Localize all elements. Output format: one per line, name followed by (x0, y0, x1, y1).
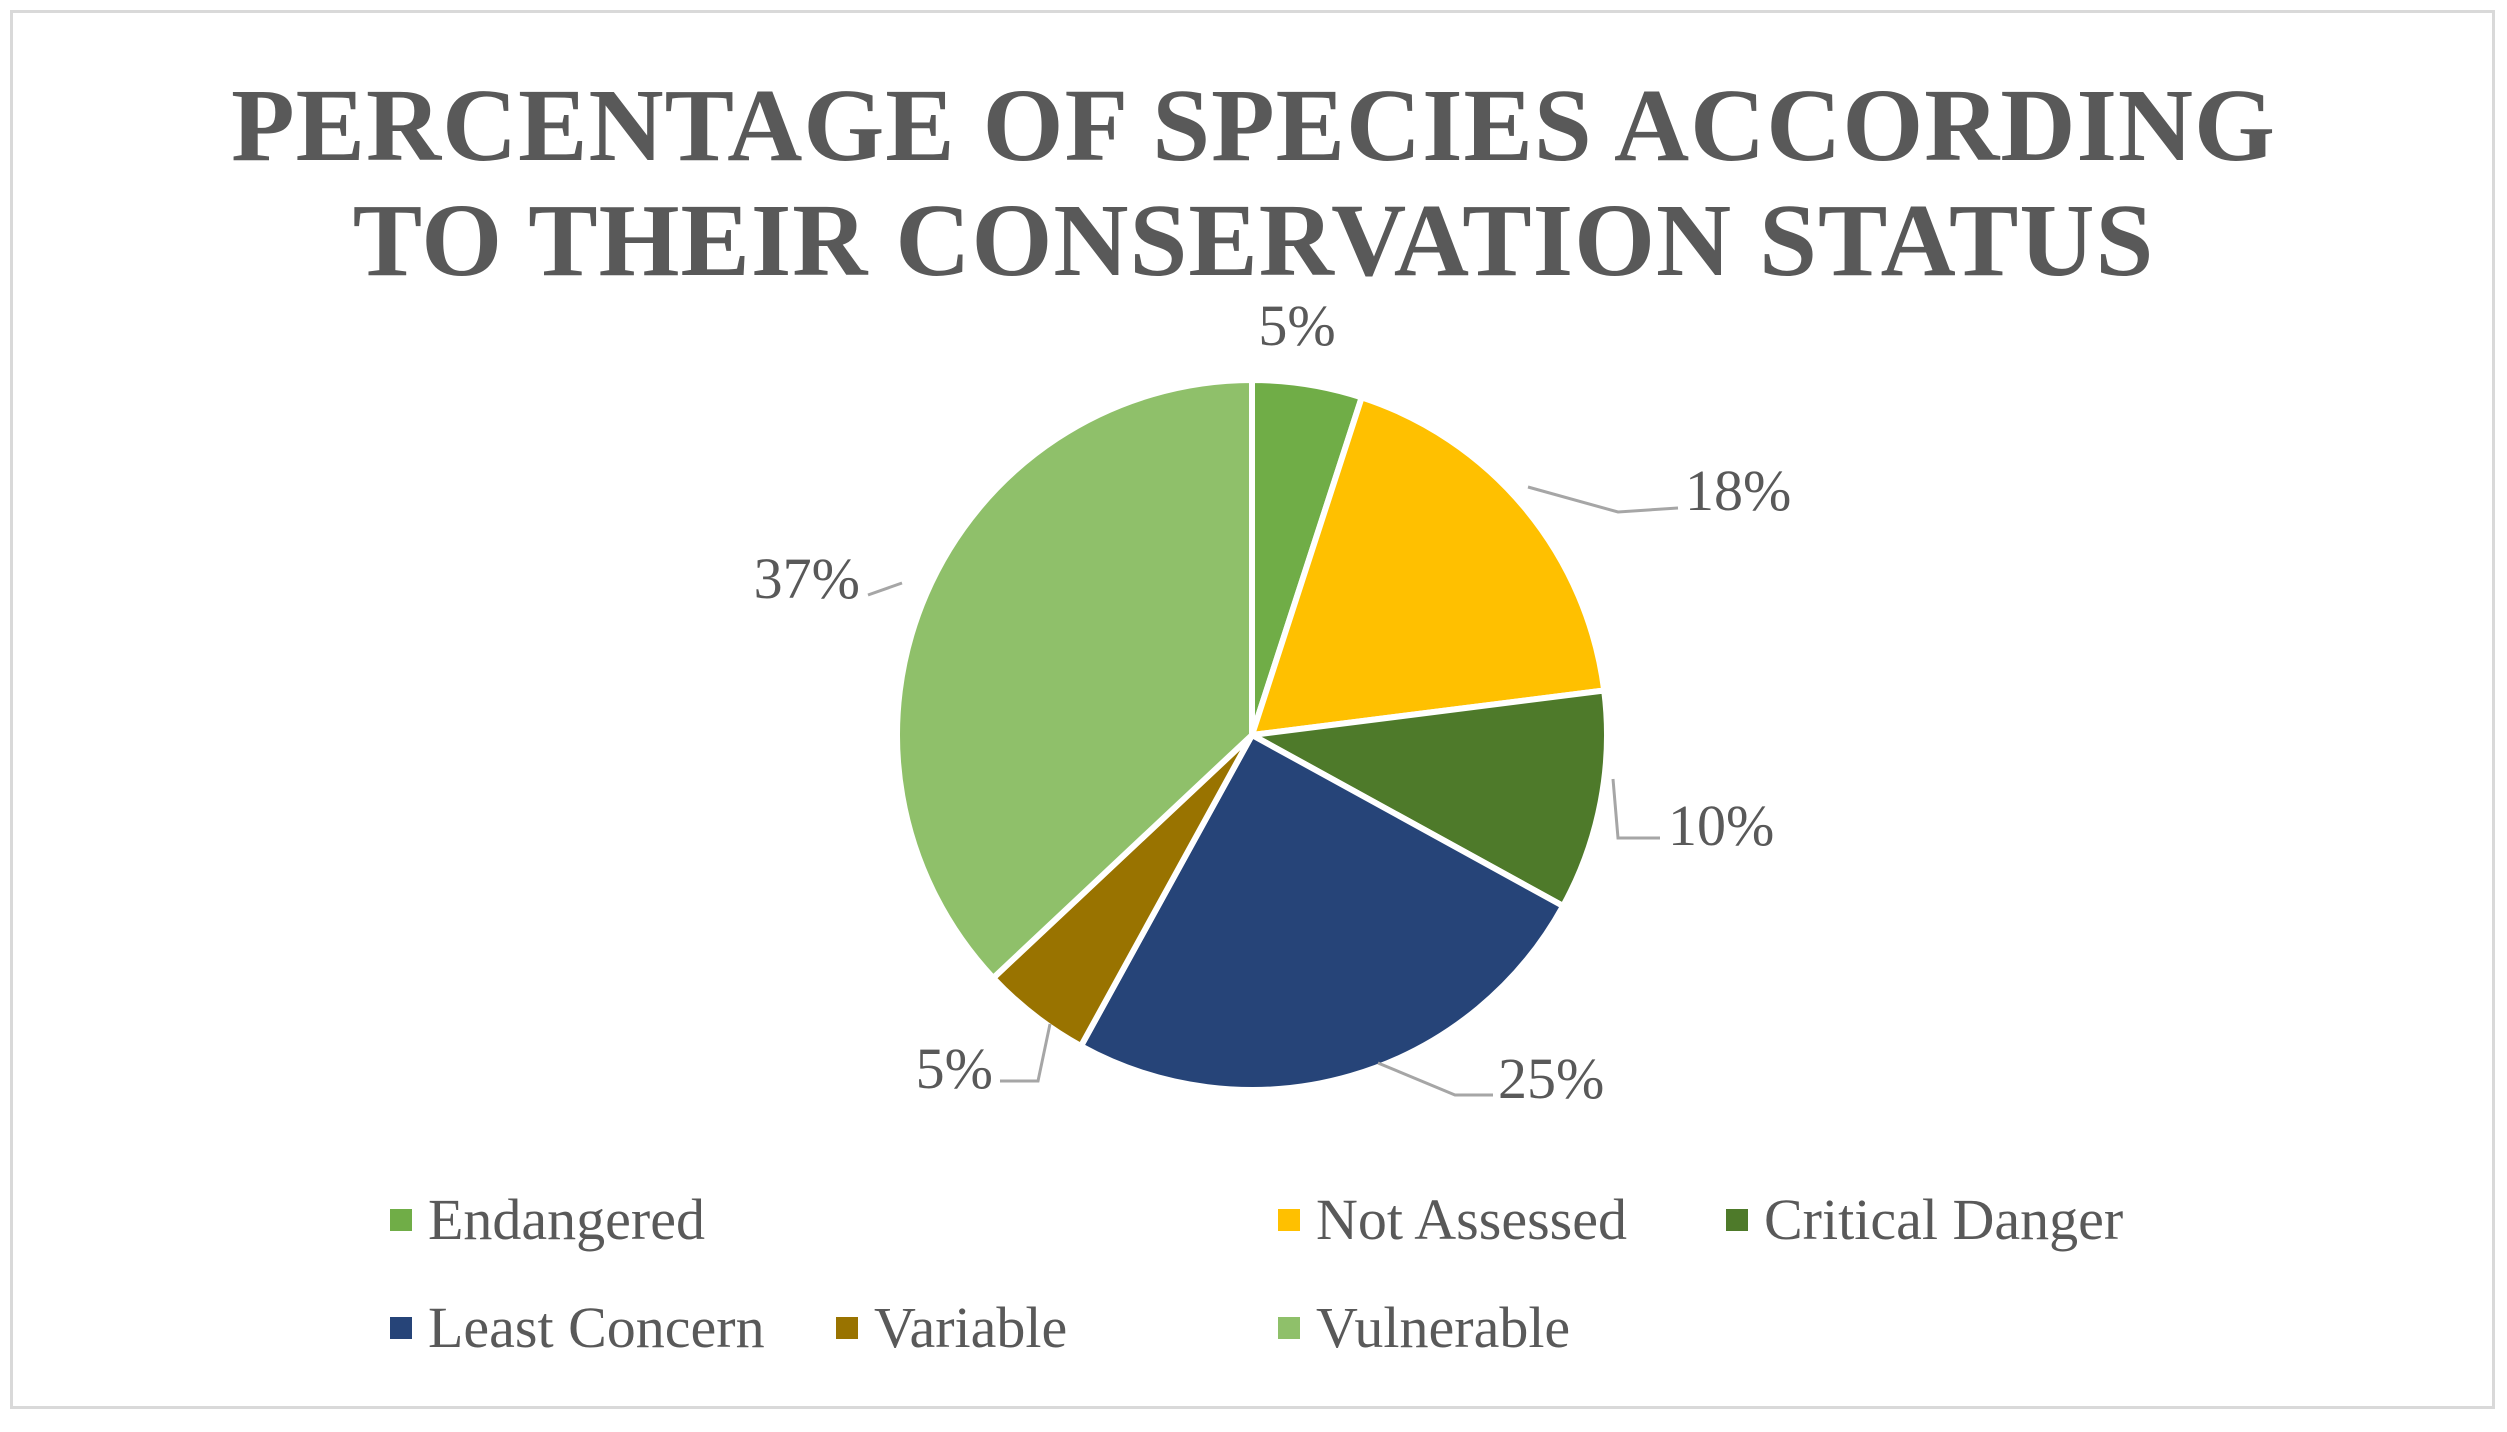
data-labels: 5% 18% 10% 25% 5% 37% (754, 293, 1792, 1111)
legend-swatch-endangered (390, 1209, 412, 1231)
legend-swatch-not-assessed (1278, 1209, 1300, 1231)
pie-slices (894, 377, 1610, 1093)
legend-item-variable: Variable (836, 1298, 1067, 1358)
data-label-least-concern: 25% (1498, 1046, 1604, 1111)
legend-item-vulnerable: Vulnerable (1278, 1298, 1570, 1358)
legend-label-vulnerable: Vulnerable (1316, 1295, 1571, 1360)
leader-lines (867, 485, 1679, 1097)
leader-line-vulnerable (867, 581, 903, 597)
data-label-critical-danger: 10% (1668, 793, 1774, 858)
legend-label-endangered: Endangered (428, 1187, 705, 1252)
legend-label-critical-danger: Critical Danger (1764, 1187, 2124, 1252)
leader-line-not-assessed (1527, 485, 1679, 514)
legend-item-not-assessed: Not Assessed (1278, 1190, 1627, 1250)
leader-line-least-concern (1377, 1061, 1493, 1097)
legend-item-endangered: Endangered (390, 1190, 705, 1250)
legend-label-variable: Variable (874, 1295, 1068, 1360)
chart-title-line-1: PERCENTAGE OF SPECIES ACCORDING (231, 68, 2276, 183)
legend-item-least-concern: Least Concern (390, 1298, 765, 1358)
leader-line-variable (1000, 1023, 1052, 1083)
data-label-endangered: 5% (1258, 293, 1335, 358)
legend-swatch-least-concern (390, 1317, 412, 1339)
leader-line-critical-danger (1611, 778, 1660, 840)
data-label-not-assessed: 18% (1685, 458, 1791, 523)
pie-slice-critical-danger (1249, 687, 1610, 910)
legend-swatch-vulnerable (1278, 1317, 1300, 1339)
pie-slice-least-concern (1077, 732, 1567, 1093)
data-label-variable: 5% (916, 1036, 993, 1101)
legend-swatch-variable (836, 1317, 858, 1339)
chart-title-line-2: TO THEIR CONSERVATION STATUS (352, 183, 2155, 298)
data-label-vulnerable: 37% (754, 546, 860, 611)
pie-slice-not-assessed (1249, 394, 1608, 738)
legend-item-critical-danger: Critical Danger (1726, 1190, 2123, 1250)
legend-label-least-concern: Least Concern (428, 1295, 765, 1360)
legend-swatch-critical-danger (1726, 1209, 1748, 1231)
pie-slice-vulnerable (894, 377, 1255, 982)
legend-label-not-assessed: Not Assessed (1316, 1187, 1627, 1252)
